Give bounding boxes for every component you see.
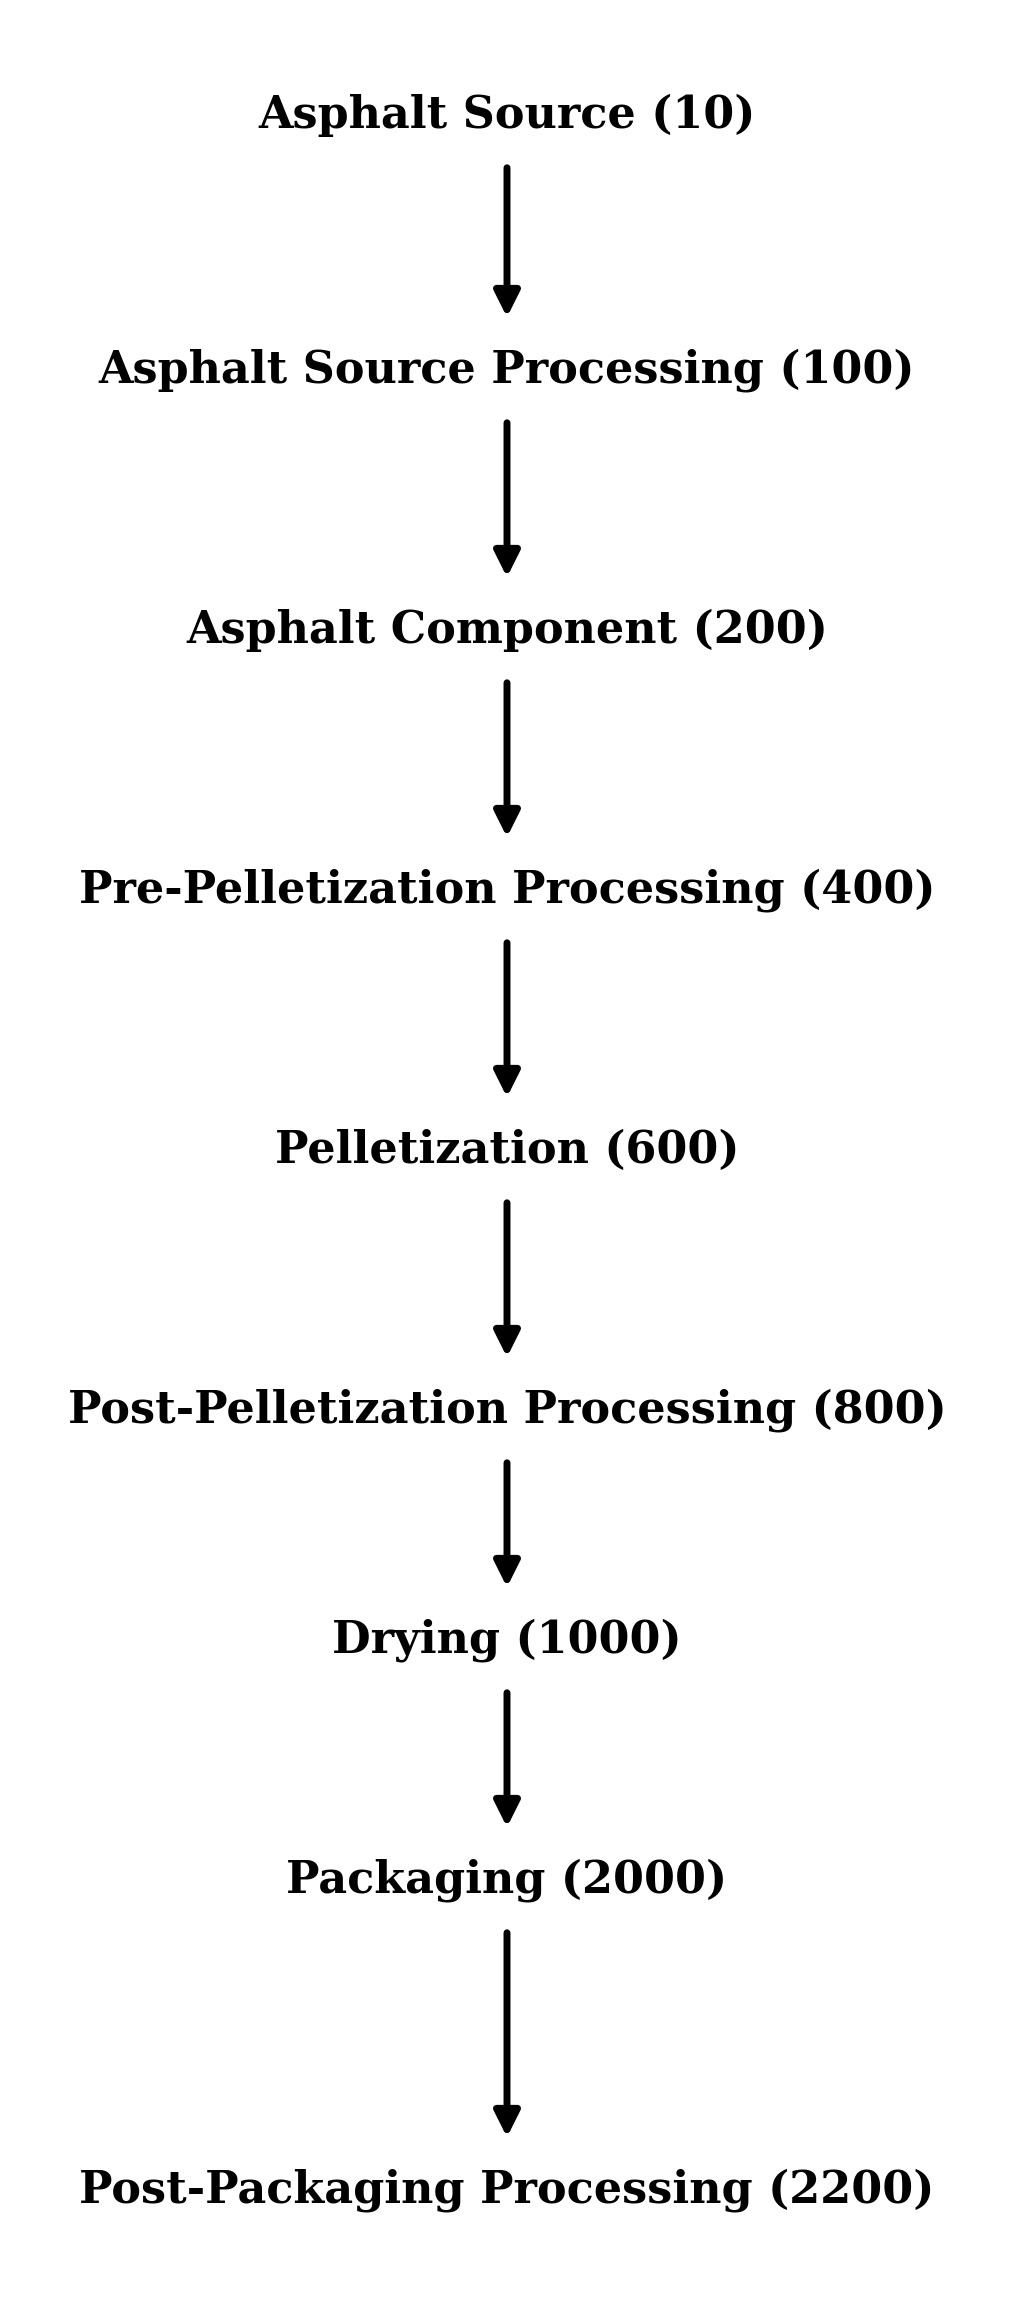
Text: Asphalt Source Processing (100): Asphalt Source Processing (100) [98,348,916,393]
Text: Post-Pelletization Processing (800): Post-Pelletization Processing (800) [68,1389,946,1431]
Text: Post-Packaging Processing (2200): Post-Packaging Processing (2200) [79,2167,935,2211]
Text: Pre-Pelletization Processing (400): Pre-Pelletization Processing (400) [79,869,935,913]
Text: Drying (1000): Drying (1000) [333,1619,681,1661]
Text: Asphalt Component (200): Asphalt Component (200) [186,609,828,650]
Text: Asphalt Source (10): Asphalt Source (10) [259,93,755,137]
Text: Pelletization (600): Pelletization (600) [275,1129,739,1171]
Text: Packaging (2000): Packaging (2000) [286,1858,728,1903]
